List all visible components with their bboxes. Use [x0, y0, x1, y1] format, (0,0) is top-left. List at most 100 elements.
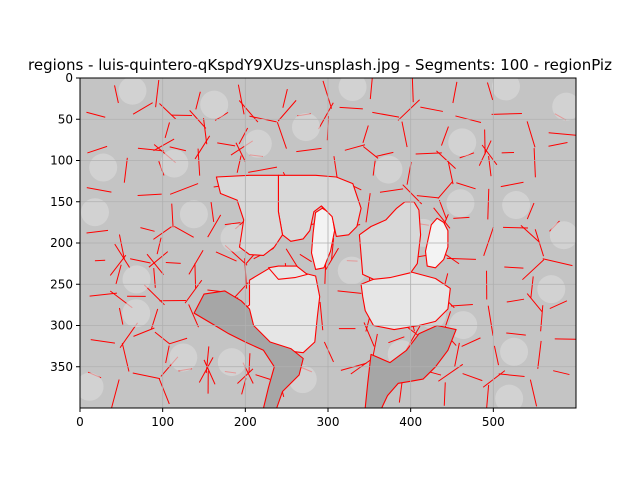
superpixel-boundary: [553, 370, 570, 376]
superpixel-boundary: [402, 184, 423, 205]
superpixel-boundary: [526, 202, 535, 220]
superpixel-boundary: [446, 257, 476, 260]
superpixel-boundary: [164, 122, 170, 138]
superpixel-boundary: [194, 135, 211, 160]
superpixel-boundary: [486, 82, 494, 101]
superpixel-boundary: [237, 84, 245, 115]
superpixel-boundary: [452, 81, 458, 104]
superpixel-boundary: [118, 234, 125, 260]
superpixel-boundary: [542, 258, 573, 267]
superpixel-boundary: [202, 118, 208, 145]
superpixel-boundary: [90, 339, 116, 344]
superpixel-boundary: [548, 132, 576, 136]
superpixel-boundary: [203, 359, 216, 385]
superpixel-boundary: [401, 121, 408, 148]
x-tick-label: 100: [151, 415, 174, 429]
superpixel-boundary: [210, 201, 215, 223]
light-cell: [446, 189, 475, 218]
light-cell: [122, 265, 151, 294]
superpixel-boundary: [158, 378, 170, 405]
superpixel-boundary: [339, 106, 363, 110]
light-cell: [549, 221, 576, 250]
superpixel-boundary: [344, 144, 366, 151]
superpixel-boundary: [416, 195, 439, 199]
superpixel-boundary: [133, 327, 155, 337]
upper-left-light: [215, 174, 284, 256]
superpixel-boundary: [255, 374, 271, 380]
chart-title: regions - luis-quintero-qKspdY9XUzs-unsp…: [28, 56, 612, 74]
light-cell: [179, 200, 208, 229]
superpixel-boundary: [540, 305, 544, 332]
superpixel-boundary: [369, 78, 373, 100]
superpixel-boundary: [276, 122, 287, 149]
superpixel-boundary: [143, 284, 165, 306]
superpixel-boundary: [115, 264, 122, 285]
superpixel-boundary: [168, 337, 188, 345]
superpixel-boundary: [165, 345, 170, 364]
superpixel-boundary: [169, 146, 187, 152]
superpixel-boundary: [482, 370, 506, 388]
superpixel-boundary: [215, 251, 237, 262]
light-cell: [500, 337, 529, 366]
superpixel-boundary: [478, 140, 492, 166]
superpixel-boundary: [411, 78, 414, 103]
superpixel-boundary: [533, 148, 536, 178]
superpixel-boundary: [491, 113, 522, 115]
light-cell: [217, 348, 246, 377]
superpixel-boundary: [537, 340, 542, 369]
light-cell: [448, 128, 477, 157]
superpixel-boundary: [548, 142, 568, 147]
y-tick-label: 150: [50, 195, 73, 209]
superpixel-boundary: [365, 193, 371, 223]
light-cell: [200, 90, 229, 119]
y-tick-label: 50: [58, 112, 73, 126]
light-cell: [118, 78, 147, 105]
light-cell: [169, 343, 198, 372]
superpixel-boundary: [526, 293, 543, 313]
light-cell: [491, 78, 520, 101]
superpixel-boundary: [89, 292, 118, 297]
light-cell: [552, 92, 576, 121]
superpixel-boundary: [86, 111, 106, 118]
superpixel-boundary: [504, 266, 524, 269]
plot-area: [79, 77, 577, 409]
superpixel-boundary: [443, 382, 446, 406]
superpixel-boundary: [372, 111, 400, 118]
x-tick-label: 500: [482, 415, 505, 429]
superpixel-boundary: [456, 182, 476, 190]
superpixel-boundary: [195, 91, 201, 110]
superpixel-boundary: [440, 126, 449, 146]
superpixel-boundary: [397, 99, 420, 121]
superpixel-boundary: [415, 152, 442, 155]
superpixel-boundary: [530, 276, 534, 298]
superpixel-boundary: [86, 229, 109, 234]
superpixel-boundary: [486, 384, 490, 408]
superpixel-boundary: [433, 207, 451, 229]
superpixel-boundary: [114, 243, 131, 269]
superpixel-boundary: [500, 181, 524, 188]
y-tick-label: 100: [50, 154, 73, 168]
superpixel-boundary: [238, 100, 259, 123]
superpixel-boundary: [87, 145, 108, 154]
upper-center-light: [277, 174, 362, 242]
superpixel-boundary: [153, 138, 175, 152]
superpixel-boundary: [197, 148, 201, 176]
superpixel-boundary: [123, 157, 128, 183]
x-tick-label: 200: [234, 415, 257, 429]
superpixel-boundary: [322, 80, 333, 109]
superpixel-boundary: [248, 353, 251, 373]
superpixel-boundary: [487, 305, 494, 336]
superpixel-boundary: [362, 146, 379, 159]
right-hand-fingers: [358, 201, 422, 280]
superpixel-boundary: [236, 155, 242, 173]
light-cell: [89, 153, 118, 182]
superpixel-boundary: [450, 303, 473, 307]
x-tick-label: 400: [399, 415, 422, 429]
superpixel-boundary: [318, 102, 334, 130]
superpixel-boundary: [506, 298, 525, 303]
superpixel-boundary: [447, 161, 454, 185]
superpixel-boundary: [140, 227, 155, 232]
superpixel-boundary: [522, 259, 545, 281]
superpixel-boundary: [549, 300, 568, 310]
